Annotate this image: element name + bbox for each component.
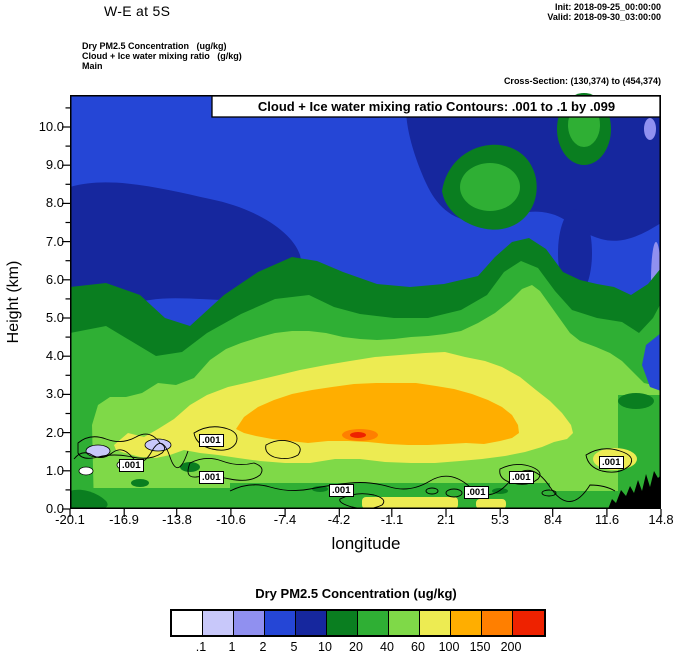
cross-section-label: Cross-Section: (130,374) to (454,374): [503, 76, 661, 86]
y-tick-label: 0.0: [45, 501, 64, 516]
colorbar-tick-label: 5: [290, 640, 298, 654]
cross-section-plot: [62, 93, 662, 517]
x-tick-label: -16.9: [109, 512, 139, 527]
plot-frame: [70, 95, 661, 509]
colorbar-tick-label: .1: [195, 640, 207, 654]
fill-periwinkle-speck: [644, 118, 656, 140]
colorbar-cell: [513, 611, 544, 635]
x-tick-label: 11.6: [594, 512, 620, 527]
y-tick-label: 6.0: [45, 272, 64, 287]
contour-value-label: .001: [329, 484, 354, 497]
y-tick-label: 9.0: [45, 157, 64, 172]
x-tick-label: -13.8: [162, 512, 192, 527]
fill-darkgreen-speck-2: [180, 462, 200, 472]
x-tick-label: -7.4: [273, 512, 297, 527]
x-tick-label: -1.1: [380, 512, 404, 527]
y-tick-label: 5.0: [45, 310, 64, 325]
fill-orange-core: [236, 383, 519, 445]
page-title: W-E at 5S: [104, 3, 171, 19]
colorbar-cell: [172, 611, 203, 635]
colorbar-cell: [358, 611, 389, 635]
field-cloud-ice-label: Cloud + Ice water mixing ratio (g/kg): [82, 51, 242, 61]
y-tick-label: 7.0: [45, 234, 64, 249]
init-time: Init: 2018-09-25_00:00:00: [554, 2, 661, 12]
x-tick-label: 14.8: [648, 512, 674, 527]
fill-darkgreen-right-speck: [618, 393, 654, 409]
y-tick-label: 1.0: [45, 463, 64, 478]
contour-value-label: .001: [464, 486, 489, 499]
colorbar-cell: [327, 611, 358, 635]
colorbar-tick-label: 2: [259, 640, 267, 654]
colorbar-cell: [482, 611, 513, 635]
x-tick-label: -4.2: [327, 512, 351, 527]
colorbar-cell: [265, 611, 296, 635]
contour-banner-label: Cloud + Ice water mixing ratio Contours:…: [257, 99, 616, 114]
colorbar-cell: [451, 611, 482, 635]
fill-darkgreen-corner: [70, 489, 108, 509]
field-domain-label: Main: [82, 61, 103, 71]
fill-white-blob-2: [78, 466, 94, 476]
y-tick-label: 2.0: [45, 425, 64, 440]
colorbar-cell: [420, 611, 451, 635]
y-tick-label: 4.0: [45, 348, 64, 363]
colorbar-cell: [389, 611, 420, 635]
y-tick-label: 8.0: [45, 195, 64, 210]
colorbar-tick-label: 100: [438, 640, 460, 654]
colorbar-tick-label: 10: [318, 640, 332, 654]
axis-ticks: [62, 107, 662, 517]
terrain-silhouette: [608, 471, 661, 509]
valid-time: Valid: 2018-09-30_03:00:00: [547, 12, 661, 22]
x-tick-label: 2.1: [436, 512, 456, 527]
x-tick-label: -20.1: [55, 512, 85, 527]
fill-darkgreen-speck-1: [131, 479, 149, 487]
contour-value-label: .001: [199, 471, 224, 484]
y-tick-label: 3.0: [45, 386, 64, 401]
x-tick-label: 5.3: [490, 512, 510, 527]
colorbar-title: Dry PM2.5 Concentration (ug/kg): [255, 586, 457, 601]
fill-red-spot: [350, 432, 366, 438]
field-pm25-label: Dry PM2.5 Concentration (ug/kg): [82, 41, 227, 51]
colorbar-tick-label: 40: [380, 640, 394, 654]
contour-value-label: .001: [599, 456, 624, 469]
colorbar-tick-label: 1: [228, 640, 236, 654]
colorbar-cell: [296, 611, 327, 635]
fill-green-bottom-left: [70, 488, 230, 509]
y-axis-title: Height (km): [5, 260, 22, 344]
colorbar-tick-label: 60: [411, 640, 425, 654]
fill-blue-right-notch: [642, 333, 661, 391]
contour-value-label: .001: [509, 471, 534, 484]
colorbar-tick-label: 200: [500, 640, 522, 654]
colorbar-cell: [234, 611, 265, 635]
colorbar: .1 1 2 5 10 20 40 60 100 150 200: [170, 609, 546, 654]
y-tick-label: 10.0: [38, 119, 64, 134]
x-tick-label: -10.6: [216, 512, 246, 527]
fill-darkblue-left-patch: [70, 182, 302, 307]
x-tick-label: 8.4: [543, 512, 563, 527]
fill-green-bottom-right: [545, 491, 618, 509]
colorbar-cells: [170, 609, 546, 637]
contour-value-label: .001: [199, 434, 224, 447]
fill-green-upper-patch-1: [460, 163, 520, 211]
fill-yellow-surface-strip-2: [476, 499, 506, 509]
contour-value-label: .001: [119, 459, 144, 472]
colorbar-tick-label: 20: [349, 640, 363, 654]
colorbar-tick-label: 150: [469, 640, 491, 654]
colorbar-cell: [203, 611, 234, 635]
fill-yellow-surface-strip-1: [362, 497, 458, 509]
x-axis-title: longitude: [331, 534, 401, 553]
